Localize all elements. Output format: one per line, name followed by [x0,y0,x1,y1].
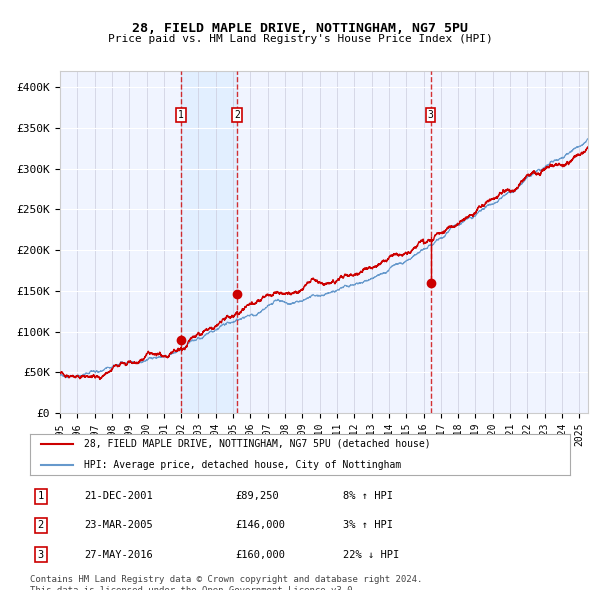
Text: Price paid vs. HM Land Registry's House Price Index (HPI): Price paid vs. HM Land Registry's House … [107,34,493,44]
Text: 28, FIELD MAPLE DRIVE, NOTTINGHAM, NG7 5PU: 28, FIELD MAPLE DRIVE, NOTTINGHAM, NG7 5… [132,22,468,35]
Bar [181,71,237,413]
Text: 1: 1 [38,491,44,501]
Text: £160,000: £160,000 [235,550,285,560]
Text: 2: 2 [234,110,240,120]
Text: 2: 2 [38,520,44,530]
Text: 3% ↑ HPI: 3% ↑ HPI [343,520,393,530]
Text: 3: 3 [38,550,44,560]
Text: 27-MAY-2016: 27-MAY-2016 [84,550,153,560]
Text: 8% ↑ HPI: 8% ↑ HPI [343,491,393,501]
Text: 1: 1 [178,110,184,120]
Text: HPI: Average price, detached house, City of Nottingham: HPI: Average price, detached house, City… [84,460,401,470]
Text: 28, FIELD MAPLE DRIVE, NOTTINGHAM, NG7 5PU (detached house): 28, FIELD MAPLE DRIVE, NOTTINGHAM, NG7 5… [84,439,431,449]
Text: 21-DEC-2001: 21-DEC-2001 [84,491,153,501]
Text: £89,250: £89,250 [235,491,279,501]
Text: 23-MAR-2005: 23-MAR-2005 [84,520,153,530]
Text: £146,000: £146,000 [235,520,285,530]
Text: Contains HM Land Registry data © Crown copyright and database right 2024.
This d: Contains HM Land Registry data © Crown c… [30,575,422,590]
Text: 3: 3 [428,110,433,120]
Text: 22% ↓ HPI: 22% ↓ HPI [343,550,400,560]
